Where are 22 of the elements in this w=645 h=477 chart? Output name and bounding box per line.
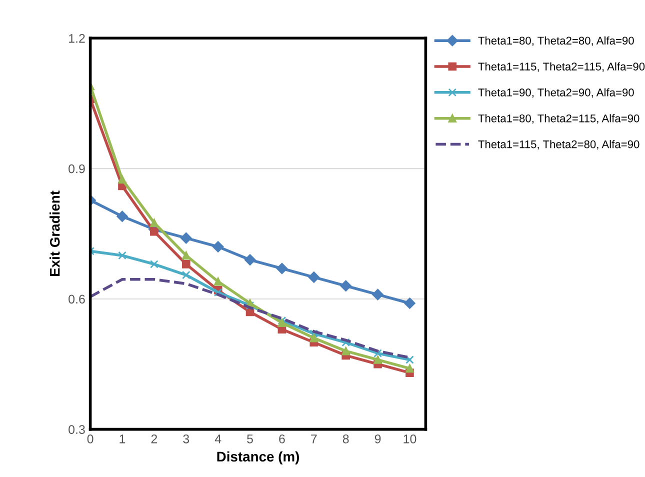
x-tick-label: 6 [279, 434, 285, 444]
legend-label: Theta1=115, Theta2=80, Alfa=90 [478, 140, 640, 150]
x-tick-label: 4 [214, 434, 222, 444]
x-tick-label: 7 [311, 434, 317, 444]
legend-label: Theta1=80, Theta2=80, Alfa=90 [478, 36, 634, 46]
x-tick-label: 3 [183, 434, 190, 444]
y-tick-label: 0.9 [68, 164, 85, 174]
y-axis-title: Exit Gradient [50, 190, 60, 276]
y-tick-label: 1.2 [69, 34, 85, 43]
legend-label: Theta1=115, Theta2=115, Alfa=90 [478, 62, 645, 72]
y-tick-label: 0.3 [68, 425, 85, 434]
x-tick-label: 2 [151, 434, 158, 444]
x-tick-label: 9 [374, 434, 381, 444]
y-tick-label: 0.6 [68, 294, 85, 304]
x-axis-title: Distance (m) [217, 451, 299, 464]
x-tick-label: 1 [120, 434, 126, 444]
x-tick-label: 8 [342, 434, 349, 444]
legend-label: Theta1=80, Theta2=115, Alfa=90 [478, 114, 640, 124]
x-tick-label: 0 [87, 434, 94, 444]
x-tick-label: 10 [404, 434, 416, 444]
legend-label: Theta1=90, Theta2=90, Alfa=90 [478, 88, 634, 98]
x-tick-label: 5 [247, 434, 253, 444]
